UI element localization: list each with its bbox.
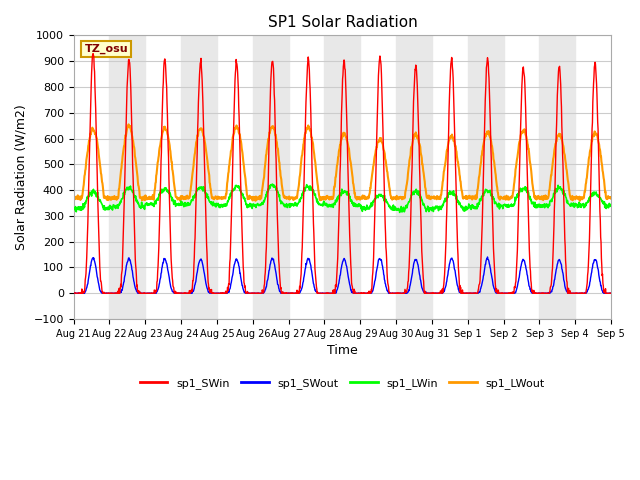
sp1_LWin (426, 206, 434, 212)
Line: sp1_LWout: sp1_LWout (74, 124, 611, 201)
Line: sp1_SWout: sp1_SWout (74, 257, 611, 293)
Legend: sp1_SWin, sp1_SWout, sp1_LWin, sp1_LWout: sp1_SWin, sp1_SWout, sp1_LWin, sp1_LWout (135, 373, 550, 393)
Bar (396, 36, 432, 319)
Text: TZ_osu: TZ_osu (84, 44, 128, 54)
sp1_LWout (576, 198, 584, 204)
sp1_SWin (544, 290, 552, 296)
sp1_LWout (544, 195, 552, 201)
sp1_LWin (176, 201, 184, 207)
Bar (109, 36, 145, 319)
sp1_LWout (426, 195, 434, 201)
sp1_SWout (250, 290, 257, 296)
sp1_SWout (177, 290, 184, 296)
X-axis label: Time: Time (327, 344, 358, 357)
sp1_LWin (544, 205, 552, 211)
Bar (181, 36, 217, 319)
sp1_SWin (89, 51, 97, 57)
sp1_SWout (607, 290, 615, 296)
sp1_SWout (70, 290, 78, 296)
sp1_LWin (607, 203, 615, 209)
sp1_LWout (177, 195, 184, 201)
sp1_SWin (497, 290, 504, 296)
sp1_LWin (70, 207, 77, 213)
sp1_SWin (177, 290, 184, 296)
sp1_SWout (497, 290, 504, 296)
sp1_SWin (426, 290, 434, 296)
sp1_LWout (70, 195, 77, 201)
Bar (324, 36, 360, 319)
sp1_LWin (250, 202, 257, 207)
sp1_LWout (607, 195, 615, 201)
sp1_SWout (484, 254, 492, 260)
Bar (253, 36, 289, 319)
sp1_LWout (189, 163, 197, 168)
Y-axis label: Solar Radiation (W/m2): Solar Radiation (W/m2) (15, 104, 28, 250)
sp1_SWout (189, 288, 197, 294)
sp1_LWout (250, 194, 257, 200)
sp1_LWin (189, 193, 197, 199)
Title: SP1 Solar Radiation: SP1 Solar Radiation (268, 15, 417, 30)
sp1_SWout (426, 290, 434, 296)
Bar (540, 36, 575, 319)
sp1_LWin (396, 209, 404, 215)
Line: sp1_LWin: sp1_LWin (74, 184, 611, 212)
sp1_SWout (544, 290, 552, 296)
sp1_SWout (70, 290, 77, 296)
sp1_SWin (189, 274, 197, 279)
sp1_LWin (497, 204, 504, 209)
sp1_LWout (497, 194, 504, 200)
sp1_SWin (70, 290, 77, 296)
Line: sp1_SWin: sp1_SWin (74, 54, 611, 293)
sp1_SWin (607, 290, 615, 296)
sp1_LWin (269, 181, 276, 187)
sp1_SWin (250, 290, 257, 296)
sp1_LWout (125, 121, 132, 127)
Bar (468, 36, 504, 319)
